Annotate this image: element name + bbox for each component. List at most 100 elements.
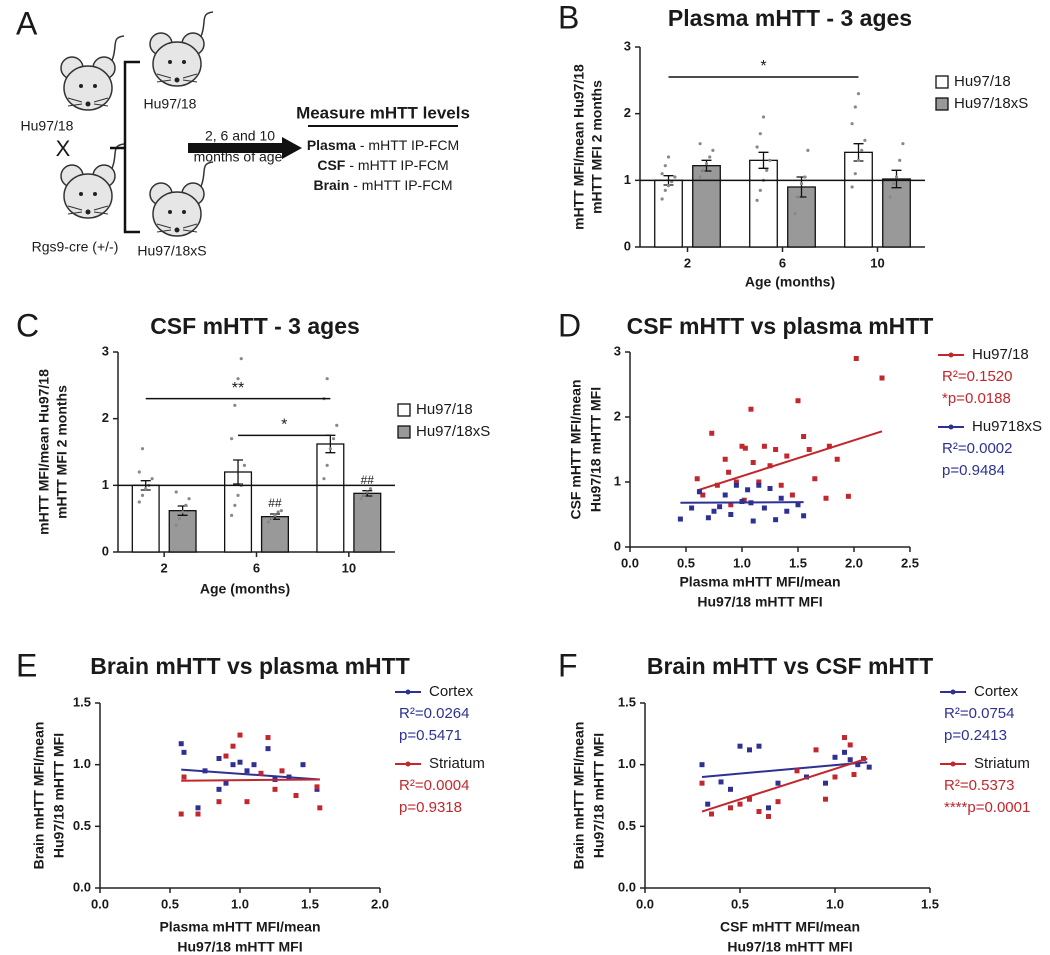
data-point [801, 513, 807, 519]
data-point [796, 195, 800, 199]
bar [353, 492, 382, 553]
measure-heading: Measure mHTT levels [296, 103, 470, 122]
data-point [236, 377, 240, 381]
data-point [705, 515, 711, 521]
method: - mHTT IP-FCM [353, 177, 452, 193]
cross-bracket [110, 60, 140, 234]
data-point [728, 502, 734, 508]
mouse-icon [149, 11, 214, 87]
data-point [689, 505, 695, 511]
data-point [745, 487, 751, 493]
timing-label: 2, 6 and 10 [205, 128, 275, 144]
data-point [276, 510, 280, 514]
significance-label: ** [232, 380, 244, 397]
data-point [767, 486, 773, 491]
data-point [230, 762, 236, 768]
panel-letter: F [558, 647, 578, 683]
data-point [258, 770, 264, 776]
legend-stat: p=0.9318 [399, 799, 462, 816]
error-bar [758, 151, 769, 169]
data-point [216, 756, 222, 761]
data-point [660, 197, 664, 201]
data-point [700, 492, 706, 498]
legend-label: Hu97/18xS [954, 95, 1028, 112]
chart: CSF mHTT vs plasma mHTT Plasma mHTT MFI/m… [568, 313, 1042, 610]
offspring-label: Hu97/18xS [137, 243, 206, 259]
fit-line [181, 768, 320, 781]
data-point [359, 497, 363, 501]
x-tick-label: 1.5 [789, 555, 807, 570]
tissue: Brain [313, 177, 349, 193]
diagram: Hu97/18 X Rgs9-cre (+/-) Hu97/18 Hu97/18… [21, 11, 470, 259]
data-point [174, 523, 178, 527]
data-point [174, 490, 178, 494]
data-point [801, 434, 807, 439]
x-tick-label: 0.0 [636, 896, 654, 911]
data-point [728, 805, 733, 811]
chart: Plasma mHTT - 3 ages Age (months) mHTT MFI… [571, 5, 1029, 290]
data-point [244, 768, 250, 774]
legend-label: Hu97/18xS [416, 423, 490, 440]
legend-stat: ****p=0.0001 [944, 799, 1030, 816]
data-point [845, 493, 851, 499]
x-axis-label: CSF mHTT MFI/mean [720, 919, 860, 935]
data-point [733, 479, 739, 485]
legend-label: Hu97/18 [416, 401, 473, 418]
legend-stat: R²=0.0002 [942, 440, 1012, 457]
chart: Brain mHTT vs plasma mHTT Plasma mHTT MFI… [31, 653, 485, 955]
data-point [758, 188, 762, 192]
data-point [300, 762, 306, 768]
measure-item: Brain - mHTT IP-FCM [313, 177, 452, 193]
method: - mHTT IP-FCM [349, 157, 448, 173]
legend-swatch [935, 75, 949, 89]
data-point [856, 92, 861, 96]
data-point [775, 780, 781, 786]
data-point [328, 447, 332, 451]
tissue: Plasma [307, 137, 356, 153]
legend-marker [948, 352, 954, 358]
legend-marker [948, 424, 954, 430]
arrow [188, 137, 302, 159]
parent-label: Rgs9-cre (+/-) [32, 239, 119, 255]
data-point [718, 779, 724, 785]
data-point [861, 756, 866, 761]
data-point [842, 749, 847, 755]
data-point [756, 743, 762, 749]
data-point [793, 212, 797, 216]
x-tick-label: 1.0 [231, 896, 249, 911]
data-point [666, 184, 671, 188]
data-point [755, 145, 759, 149]
data-point [755, 198, 759, 202]
data-point [803, 175, 807, 179]
bar [654, 179, 683, 248]
legend-marker [405, 761, 411, 767]
data-point [722, 456, 728, 462]
y-tick-label: 0.0 [73, 879, 91, 894]
data-point [711, 148, 715, 152]
x-tick-label: 1.0 [733, 555, 751, 570]
data-point [178, 741, 184, 747]
measure-item: Plasma - mHTT IP-FCM [307, 137, 459, 153]
y-tick-label: 0.5 [73, 818, 91, 833]
data-point [233, 503, 237, 507]
y-axis-label: mHTT MFI 2 months [54, 385, 70, 519]
x-axis-label: Hu97/18 mHTT MFI [177, 939, 302, 955]
data-point [701, 168, 705, 172]
data-point [230, 513, 234, 517]
significance-label: * [281, 417, 287, 434]
data-point [709, 430, 715, 436]
y-tick-label: 0 [102, 543, 109, 558]
y-tick-label: 2 [624, 105, 631, 120]
data-point [773, 517, 779, 523]
data-point [265, 746, 271, 752]
data-point [761, 115, 766, 119]
data-point [223, 753, 229, 759]
data-point [748, 406, 754, 412]
data-point [728, 512, 734, 517]
chart-title: CSF mHTT - 3 ages [150, 313, 360, 339]
data-point [137, 470, 141, 474]
y-tick-label: 0 [614, 538, 621, 553]
legend-label: Striatum [974, 755, 1030, 772]
data-point [663, 164, 667, 168]
chart: CSF mHTT - 3 ages Age (months) mHTT MFI/me… [36, 313, 491, 597]
